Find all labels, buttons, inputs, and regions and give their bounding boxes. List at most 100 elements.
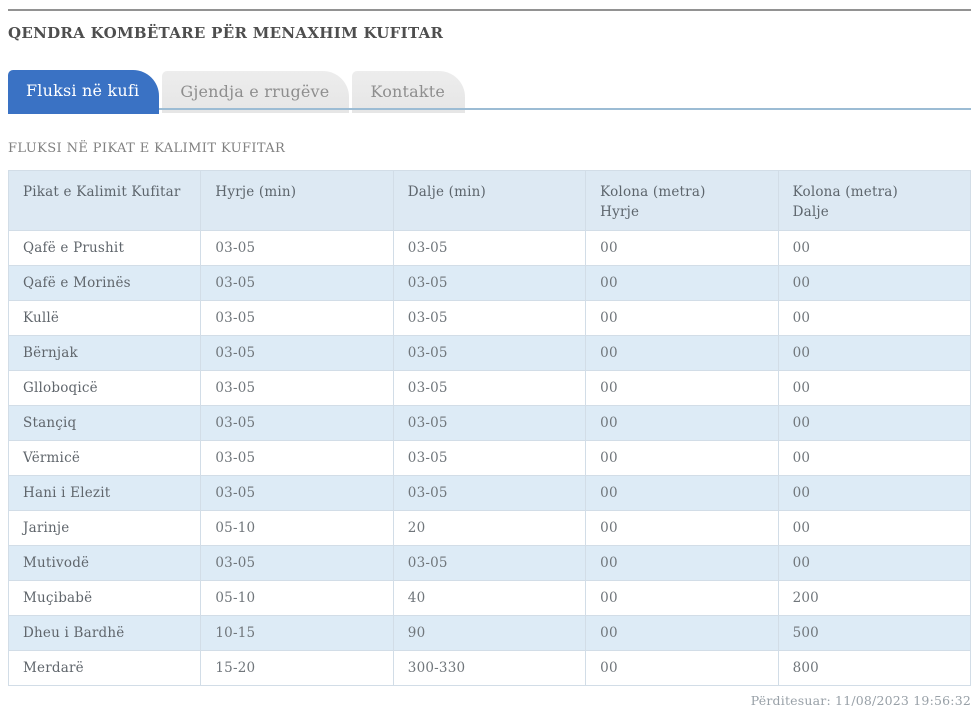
cell-kolona-hyrje: 00 bbox=[585, 510, 779, 547]
cell-kolona-hyrje: 00 bbox=[585, 440, 779, 477]
column-header-kolona-dalje: Kolona (metra) Dalje bbox=[777, 169, 972, 232]
cell-kolona-hyrje: 00 bbox=[585, 475, 779, 512]
table-row: Merdarë 15-20 300-330 00 800 bbox=[7, 650, 972, 687]
cell-hyrje: 03-05 bbox=[200, 370, 394, 407]
cell-point-name: Glloboqicë bbox=[7, 370, 202, 407]
cell-kolona-dalje: 800 bbox=[777, 650, 972, 687]
cell-dalje: 03-05 bbox=[392, 475, 587, 512]
table-row: Stançiq 03-05 03-05 00 00 bbox=[7, 405, 972, 442]
table-header: Pikat e Kalimit Kufitar Hyrje (min) Dalj… bbox=[7, 169, 972, 232]
cell-point-name: Dheu i Bardhë bbox=[7, 615, 202, 652]
table-row: Qafë e Morinës 03-05 03-05 00 00 bbox=[7, 265, 972, 302]
cell-hyrje: 10-15 bbox=[200, 615, 394, 652]
cell-kolona-dalje: 00 bbox=[777, 230, 972, 267]
cell-kolona-hyrje: 00 bbox=[585, 300, 779, 337]
cell-dalje: 03-05 bbox=[392, 335, 587, 372]
cell-dalje: 03-05 bbox=[392, 230, 587, 267]
table-row: Kullë 03-05 03-05 00 00 bbox=[7, 300, 972, 337]
column-header-line1: Kolona (metra) bbox=[600, 184, 706, 200]
cell-kolona-dalje: 200 bbox=[777, 580, 972, 617]
cell-point-name: Merdarë bbox=[7, 650, 202, 687]
cell-kolona-hyrje: 00 bbox=[585, 650, 779, 687]
cell-kolona-hyrje: 00 bbox=[585, 335, 779, 372]
cell-hyrje: 03-05 bbox=[200, 475, 394, 512]
cell-kolona-dalje: 500 bbox=[777, 615, 972, 652]
cell-dalje: 03-05 bbox=[392, 545, 587, 582]
cell-hyrje: 03-05 bbox=[200, 545, 394, 582]
cell-kolona-dalje: 00 bbox=[777, 405, 972, 442]
cell-kolona-hyrje: 00 bbox=[585, 545, 779, 582]
cell-kolona-hyrje: 00 bbox=[585, 370, 779, 407]
cell-kolona-dalje: 00 bbox=[777, 300, 972, 337]
table-row: Hani i Elezit 03-05 03-05 00 00 bbox=[7, 475, 972, 512]
cell-hyrje: 05-10 bbox=[200, 510, 394, 547]
tab-kontakte[interactable]: Kontakte bbox=[352, 71, 466, 113]
cell-hyrje: 03-05 bbox=[200, 300, 394, 337]
cell-hyrje: 03-05 bbox=[200, 440, 394, 477]
cell-hyrje: 15-20 bbox=[200, 650, 394, 687]
column-header-line2: Dalje bbox=[792, 203, 829, 220]
cell-kolona-dalje: 00 bbox=[777, 510, 972, 547]
cell-kolona-hyrje: 00 bbox=[585, 265, 779, 302]
cell-dalje: 03-05 bbox=[392, 370, 587, 407]
column-header-line1: Hyrje (min) bbox=[215, 184, 297, 200]
cell-kolona-hyrje: 00 bbox=[585, 405, 779, 442]
cell-point-name: Bërnjak bbox=[7, 335, 202, 372]
page-title: QENDRA KOMBËTARE PËR MENAXHIM KUFITAR bbox=[8, 24, 444, 42]
table-header-row: Pikat e Kalimit Kufitar Hyrje (min) Dalj… bbox=[7, 169, 972, 232]
cell-hyrje: 03-05 bbox=[200, 230, 394, 267]
table-row: Dheu i Bardhë 10-15 90 00 500 bbox=[7, 615, 972, 652]
column-header-dalje-min: Dalje (min) bbox=[392, 169, 587, 232]
cell-dalje: 03-05 bbox=[392, 440, 587, 477]
cell-kolona-dalje: 00 bbox=[777, 440, 972, 477]
column-header-line1: Dalje (min) bbox=[407, 184, 486, 200]
table-row: Jarinje 05-10 20 00 00 bbox=[7, 510, 972, 547]
cell-point-name: Jarinje bbox=[7, 510, 202, 547]
table-row: Glloboqicë 03-05 03-05 00 00 bbox=[7, 370, 972, 407]
tab-bar: Fluksi në kufi Gjendja e rrugëve Kontakt… bbox=[8, 66, 971, 114]
column-header-line1: Pikat e Kalimit Kufitar bbox=[23, 184, 181, 200]
cell-point-name: Qafë e Morinës bbox=[7, 265, 202, 302]
table-row: Vërmicë 03-05 03-05 00 00 bbox=[7, 440, 972, 477]
cell-dalje: 03-05 bbox=[392, 265, 587, 302]
cell-hyrje: 03-05 bbox=[200, 335, 394, 372]
cell-kolona-dalje: 00 bbox=[777, 545, 972, 582]
cell-kolona-hyrje: 00 bbox=[585, 615, 779, 652]
cell-point-name: Hani i Elezit bbox=[7, 475, 202, 512]
top-divider bbox=[8, 9, 971, 11]
cell-point-name: Stançiq bbox=[7, 405, 202, 442]
cell-kolona-dalje: 00 bbox=[777, 370, 972, 407]
flux-table: Pikat e Kalimit Kufitar Hyrje (min) Dalj… bbox=[7, 169, 972, 687]
cell-dalje: 03-05 bbox=[392, 300, 587, 337]
cell-kolona-dalje: 00 bbox=[777, 335, 972, 372]
cell-point-name: Mutivodë bbox=[7, 545, 202, 582]
table-body: Qafë e Prushit 03-05 03-05 00 00 Qafë e Morin… bbox=[7, 230, 972, 687]
tab-gjendja-e-rrugeve[interactable]: Gjendja e rrugëve bbox=[162, 71, 350, 113]
cell-point-name: Qafë e Prushit bbox=[7, 230, 202, 267]
section-title: FLUKSI NË PIKAT E KALIMIT KUFITAR bbox=[8, 141, 286, 156]
table-row: Muçibabë 05-10 40 00 200 bbox=[7, 580, 972, 617]
cell-dalje: 300-330 bbox=[392, 650, 587, 687]
cell-hyrje: 03-05 bbox=[200, 265, 394, 302]
tab-fluksi-ne-kufi[interactable]: Fluksi në kufi bbox=[8, 70, 160, 114]
table-row: Qafë e Prushit 03-05 03-05 00 00 bbox=[7, 230, 972, 267]
page-container: QENDRA KOMBËTARE PËR MENAXHIM KUFITAR Fl… bbox=[0, 9, 980, 708]
cell-kolona-dalje: 00 bbox=[777, 265, 972, 302]
column-header-line2: Hyrje bbox=[600, 203, 640, 220]
column-header-line1: Kolona (metra) bbox=[792, 184, 898, 200]
table-row: Bërnjak 03-05 03-05 00 00 bbox=[7, 335, 972, 372]
table-row: Mutivodë 03-05 03-05 00 00 bbox=[7, 545, 972, 582]
cell-dalje: 03-05 bbox=[392, 405, 587, 442]
cell-dalje: 40 bbox=[392, 580, 587, 617]
column-header-hyrje-min: Hyrje (min) bbox=[200, 169, 394, 232]
cell-kolona-hyrje: 00 bbox=[585, 580, 779, 617]
cell-point-name: Kullë bbox=[7, 300, 202, 337]
cell-point-name: Muçibabë bbox=[7, 580, 202, 617]
cell-kolona-hyrje: 00 bbox=[585, 230, 779, 267]
cell-dalje: 90 bbox=[392, 615, 587, 652]
column-header-kolona-hyrje: Kolona (metra) Hyrje bbox=[585, 169, 779, 232]
cell-dalje: 20 bbox=[392, 510, 587, 547]
cell-kolona-dalje: 00 bbox=[777, 475, 972, 512]
cell-point-name: Vërmicë bbox=[7, 440, 202, 477]
column-header-pikat: Pikat e Kalimit Kufitar bbox=[7, 169, 202, 232]
